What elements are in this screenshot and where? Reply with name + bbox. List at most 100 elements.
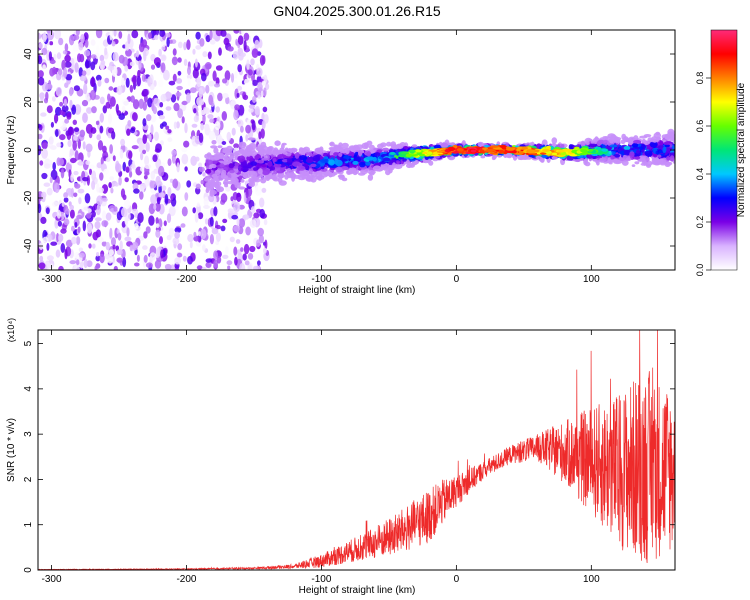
spectrogram-noise-blob — [57, 220, 63, 227]
spectrogram-band-blob — [276, 170, 284, 174]
spectrogram-noise-blob — [56, 52, 62, 60]
spectrogram-noise-blob — [184, 192, 189, 201]
spectrogram-noise-blob — [165, 125, 170, 130]
spectrogram-band-blob — [380, 142, 387, 148]
spectrogram-noise-blob — [144, 177, 150, 187]
spectrogram-noise-blob — [38, 262, 46, 270]
spectrogram-noise-blob — [63, 98, 67, 107]
spectrogram-noise-blob — [248, 108, 254, 113]
spectrogram-noise-blob — [70, 187, 74, 198]
spectrogram-band-blob — [237, 155, 246, 162]
spectrogram-noise-blob — [201, 266, 207, 270]
spectrogram-noise-blob — [215, 232, 221, 242]
spectrogram-band-blob — [320, 158, 329, 163]
spectrogram-noise-blob — [164, 193, 169, 205]
spectrogram-noise-blob — [88, 131, 93, 139]
spectrogram-noise-blob — [91, 76, 95, 87]
spectrogram-noise-blob — [69, 204, 74, 211]
spectrogram-noise-blob — [46, 30, 51, 34]
x-tick-label: -200 — [176, 274, 196, 285]
spectrogram-noise-blob — [170, 264, 176, 270]
spectrogram-band-blob — [598, 157, 607, 162]
spectrogram-noise-blob — [240, 125, 244, 133]
snr-ylabel: SNR (10 * v/v) — [6, 418, 17, 482]
spectrogram-band-blob — [335, 159, 343, 167]
spectrogram-noise-blob — [204, 62, 212, 70]
spectrogram-noise-blob — [78, 247, 84, 253]
spectrogram-noise-blob — [166, 213, 172, 224]
spectrogram-noise-blob — [215, 106, 220, 113]
spectrogram-band-blob — [247, 137, 256, 141]
spectrogram-noise-blob — [251, 48, 259, 58]
spectrogram-noise-blob — [203, 205, 210, 209]
spectrogram-noise-blob — [63, 197, 69, 203]
spectrogram-noise-blob — [167, 187, 172, 197]
spectrogram-band-blob — [631, 143, 639, 148]
spectrogram-noise-blob — [90, 54, 97, 59]
spectrogram-noise-blob — [56, 142, 62, 148]
spectrogram-noise-blob — [208, 130, 216, 141]
spectrogram-noise-blob — [245, 124, 252, 134]
spectrogram-band-blob — [423, 159, 428, 163]
y-tick-label: 4 — [23, 386, 34, 392]
spectrogram-band-blob — [358, 149, 363, 157]
spectrogram-noise-blob — [218, 47, 222, 56]
spectrogram-band-blob — [229, 169, 235, 174]
spectrogram-noise-blob — [110, 187, 114, 194]
spectrogram-band-blob — [234, 150, 242, 156]
spectrogram-band-blob — [281, 143, 285, 150]
spectrogram-band-blob — [646, 163, 652, 168]
spectrogram-noise-blob — [95, 74, 102, 81]
spectrogram-noise-blob — [229, 236, 235, 243]
spectrogram-noise-blob — [52, 96, 56, 102]
spectrogram-noise-blob — [196, 76, 202, 88]
spectrogram-noise-blob — [60, 168, 65, 179]
x-tick-label: -300 — [41, 574, 61, 585]
spectrogram-core-blob — [486, 148, 496, 152]
spectrogram-band-blob — [551, 143, 558, 147]
spectrogram-noise-blob — [94, 221, 101, 230]
spectrogram-noise-blob — [96, 162, 103, 169]
spectrogram-band-blob — [367, 174, 374, 181]
spectrogram-noise-blob — [112, 51, 119, 62]
spectrogram-noise-blob — [183, 58, 188, 66]
spectrogram-noise-blob — [166, 37, 170, 48]
spectrogram-core-blob — [414, 149, 422, 153]
spectrogram-noise-blob — [86, 96, 91, 103]
spectrogram-band-blob — [234, 162, 239, 167]
spectrogram-core-blob — [580, 149, 588, 153]
spectrogram-noise-blob — [105, 212, 112, 221]
spectrogram-band-blob — [535, 155, 542, 159]
spectrogram-noise-blob — [230, 196, 234, 202]
spectrogram-noise-blob — [42, 31, 47, 43]
spectrogram-noise-blob — [180, 223, 186, 228]
spectrogram-noise-blob — [262, 55, 266, 65]
spectrogram-noise-blob — [235, 239, 241, 244]
spectrogram-noise-blob — [189, 87, 197, 94]
spectrogram-noise-blob — [113, 265, 118, 270]
spectrogram-noise-blob — [256, 239, 261, 247]
spectrogram-noise-blob — [243, 32, 250, 41]
spectrogram-noise-blob — [136, 254, 140, 262]
spectrogram-band-blob — [659, 158, 664, 163]
spectrogram-noise-blob — [101, 220, 109, 227]
spectrogram-core-blob — [560, 151, 567, 155]
spectrogram-noise-blob — [105, 241, 111, 251]
spectrogram-band-blob — [213, 155, 221, 161]
spectrogram-noise-blob — [72, 34, 80, 41]
spectrogram-noise-blob — [109, 227, 113, 239]
spectrogram-noise-blob — [214, 121, 221, 131]
spectrogram-noise-blob — [230, 73, 235, 83]
spectrogram-noise-blob — [131, 241, 139, 251]
spectrogram-noise-blob — [234, 256, 238, 266]
spectrogram-core-blob — [587, 149, 594, 152]
spectrogram-noise-blob — [176, 252, 183, 258]
spectrogram-noise-blob — [233, 211, 238, 216]
spectrogram-noise-blob — [91, 180, 96, 190]
spectrogram-band-blob — [207, 153, 212, 158]
spectrogram-noise-blob — [173, 102, 180, 112]
spectrogram-noise-blob — [95, 217, 102, 222]
spectrogram-noise-blob — [150, 64, 156, 70]
spectrogram-noise-blob — [96, 183, 100, 193]
